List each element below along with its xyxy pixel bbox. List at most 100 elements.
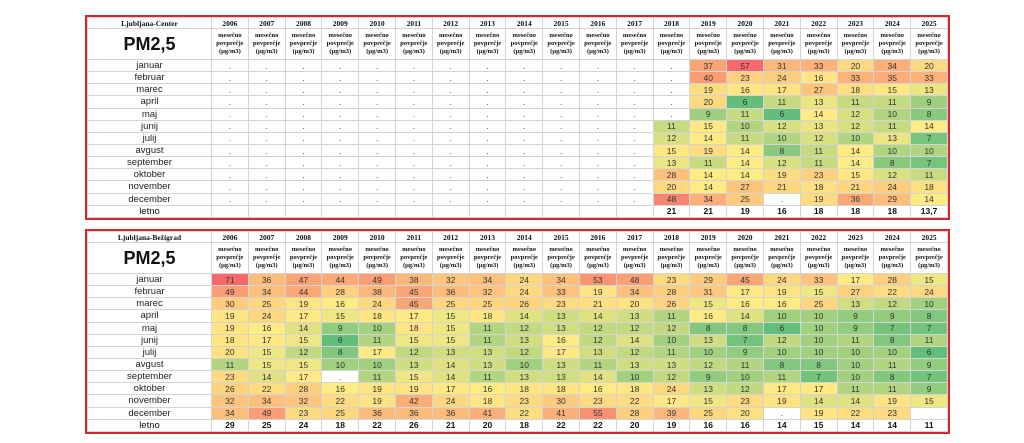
value-cell: 25 bbox=[468, 297, 507, 311]
value-cell: 15 bbox=[247, 357, 286, 372]
value-cell: 11 bbox=[578, 357, 617, 372]
table-row: avgust............ 15 19 14 8 11 14 10 10 bbox=[87, 143, 948, 158]
year-header: 2009 bbox=[321, 17, 360, 29]
value-cell: 13 bbox=[615, 309, 654, 323]
unit-header-line: (µg/m3) bbox=[770, 262, 793, 269]
unit-header-line: (µg/m3) bbox=[918, 48, 940, 55]
value-cell: 7 bbox=[910, 370, 948, 384]
value-cell: 15 bbox=[836, 168, 875, 182]
value-cell: 23 bbox=[505, 394, 544, 408]
table-row: julij 20 15 12 8 17 12 13 13 12 17 13 12 11 10 9 10 10 10 1… bbox=[87, 345, 948, 359]
value-cell: . bbox=[394, 131, 433, 145]
value-cell: . bbox=[578, 156, 617, 170]
value-cell: 16 bbox=[468, 382, 507, 396]
value-cell: 10 bbox=[836, 357, 875, 372]
unit-header: mesečno povprečje (µg/m3) bbox=[358, 28, 396, 60]
unit-header-line: (µg/m3) bbox=[513, 48, 536, 55]
unit-header-line: (µg/m3) bbox=[329, 262, 352, 269]
value-cell: 12 bbox=[762, 156, 801, 170]
value-cell: . bbox=[211, 58, 249, 73]
value-cell: . bbox=[652, 83, 691, 97]
unit-header: mesečno povprečje (µg/m3) bbox=[578, 242, 617, 274]
value-cell: 36 bbox=[358, 406, 396, 420]
unit-header: mesečno povprečje (µg/m3) bbox=[468, 242, 507, 274]
unit-header: mesečno povprečje (µg/m3) bbox=[873, 28, 912, 60]
unit-header-line: povprečje bbox=[768, 40, 796, 47]
value-cell: 9 bbox=[321, 321, 360, 335]
unit-header-line: povprečje bbox=[621, 40, 649, 47]
year-header: 2009 bbox=[321, 231, 360, 243]
value-cell bbox=[910, 406, 948, 420]
value-cell: 33 bbox=[799, 272, 838, 287]
value-cell: 7 bbox=[910, 131, 948, 145]
table-row: december............ 48 34 25. 19 36 29 14 bbox=[87, 192, 948, 206]
value-cell: 18 bbox=[211, 333, 249, 347]
value-cell: 13 bbox=[615, 357, 654, 372]
value-cell: . bbox=[468, 192, 507, 206]
table-row: april 19 24 17 15 18 17 15 18 14 13 14 13 11 16 14 10 10 9… bbox=[87, 309, 948, 323]
unit-header-line: (µg/m3) bbox=[550, 262, 572, 269]
year-header: 2018 bbox=[652, 17, 691, 29]
unit-header: mesečno povprečje (µg/m3) bbox=[652, 28, 691, 60]
value-cell: 11 bbox=[726, 107, 764, 121]
unit-header-line: povprečje bbox=[363, 40, 391, 47]
value-cell: 12 bbox=[652, 370, 691, 384]
annual-value: 21 bbox=[431, 418, 470, 433]
value-cell: 6 bbox=[910, 345, 948, 359]
value-cell: . bbox=[394, 71, 433, 85]
unit-header: mesečno povprečje (µg/m3) bbox=[431, 242, 470, 274]
value-cell: 15 bbox=[394, 333, 433, 347]
unit-header: mesečno povprečje (µg/m3) bbox=[284, 242, 323, 274]
unit-header-line: (µg/m3) bbox=[881, 262, 904, 269]
month-label: junij bbox=[87, 333, 212, 347]
value-cell: . bbox=[505, 192, 544, 206]
value-cell: 16 bbox=[726, 297, 764, 311]
unit-header-line: (µg/m3) bbox=[770, 48, 793, 55]
value-cell: . bbox=[615, 143, 654, 158]
table-row: marec 30 25 19 16 24 45 25 25 26 23 21 20 26 15 16 16 25 1… bbox=[87, 297, 948, 311]
value-cell: 16 bbox=[689, 309, 728, 323]
unit-header: mesečno povprečje (µg/m3) bbox=[799, 242, 838, 274]
unit-header-line: povprečje bbox=[400, 40, 428, 47]
unit-header: mesečno povprečje (µg/m3) bbox=[910, 242, 948, 274]
value-cell: . bbox=[394, 192, 433, 206]
value-cell: 36 bbox=[247, 272, 286, 287]
unit-header-line: povprečje bbox=[804, 40, 833, 47]
unit-header-line: mesečno bbox=[549, 246, 573, 253]
value-cell: 14 bbox=[836, 156, 875, 170]
value-cell: 7 bbox=[799, 370, 838, 384]
annual-value bbox=[578, 204, 617, 219]
value-cell: 10 bbox=[836, 131, 875, 145]
value-cell: . bbox=[615, 71, 654, 85]
unit-header-line: povprečje bbox=[253, 254, 281, 261]
unit-header-line: mesečno bbox=[733, 246, 757, 253]
value-cell: 12 bbox=[615, 345, 654, 359]
unit-header-line: mesečno bbox=[365, 32, 389, 39]
value-cell: 8 bbox=[799, 357, 838, 372]
annual-label: letno bbox=[87, 204, 212, 219]
year-header: 2013 bbox=[468, 231, 507, 243]
value-cell: . bbox=[505, 168, 544, 182]
value-cell: 34 bbox=[247, 394, 286, 408]
value-cell: 55 bbox=[578, 406, 617, 420]
unit-header: mesečno povprečje (µg/m3) bbox=[542, 28, 580, 60]
year-header: 2019 bbox=[689, 231, 728, 243]
month-label: november bbox=[87, 180, 212, 194]
value-cell: . bbox=[211, 192, 249, 206]
value-cell: 11 bbox=[211, 357, 249, 372]
value-cell: 12 bbox=[284, 345, 323, 359]
value-cell: 23 bbox=[652, 272, 691, 287]
value-cell: 12 bbox=[689, 357, 728, 372]
pollutant-title: PM2,5 bbox=[87, 242, 212, 274]
value-cell: 14 bbox=[726, 156, 764, 170]
unit-header-line: (µg/m3) bbox=[844, 262, 867, 269]
value-cell: . bbox=[284, 58, 323, 73]
month-label: maj bbox=[87, 107, 212, 121]
value-cell: 33 bbox=[910, 71, 948, 85]
unit-header-line: (µg/m3) bbox=[366, 262, 388, 269]
unit-header-line: povprečje bbox=[621, 254, 649, 261]
value-cell: 11 bbox=[910, 168, 948, 182]
year-header: 2020 bbox=[726, 17, 764, 29]
unit-header-line: mesečno bbox=[622, 246, 647, 253]
value-cell: . bbox=[211, 180, 249, 194]
